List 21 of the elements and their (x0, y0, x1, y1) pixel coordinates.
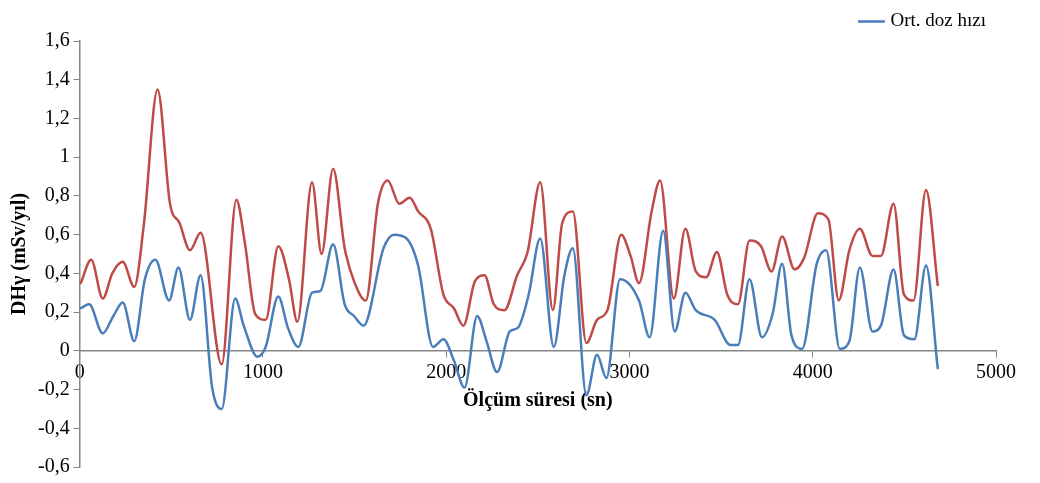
x-tick-label: 1000 (242, 360, 283, 383)
y-tick-label: 1,6 (44, 28, 70, 51)
y-tick-label: 1,2 (44, 105, 70, 128)
y-tick-label: -0,6 (37, 454, 70, 477)
y-tick-label: 0,8 (44, 183, 70, 206)
y-axis-title: DHγ (mSv/yıl) (7, 192, 31, 316)
y-tick-label: 1,4 (44, 66, 70, 89)
x-tick-label: 5000 (976, 360, 1016, 383)
y-tick-label: 0,6 (44, 221, 70, 244)
line-series (79, 88, 939, 366)
y-tick-label: 0,2 (44, 299, 70, 322)
x-tick-label: 3000 (609, 360, 650, 383)
y-tick-label: 0,4 (44, 260, 70, 283)
x-axis-title: Ölçüm süresi (sn) (463, 387, 613, 411)
y-tick-label: -0,4 (37, 415, 70, 438)
y-tick-label: 1 (59, 144, 70, 167)
y-tick-label: -0,2 (37, 376, 70, 399)
x-tick-label: 4000 (792, 360, 833, 383)
legend-label: Ort. doz hızı (890, 9, 987, 31)
x-tick-label: 0 (74, 360, 85, 383)
y-tick-label: 0 (59, 338, 70, 361)
